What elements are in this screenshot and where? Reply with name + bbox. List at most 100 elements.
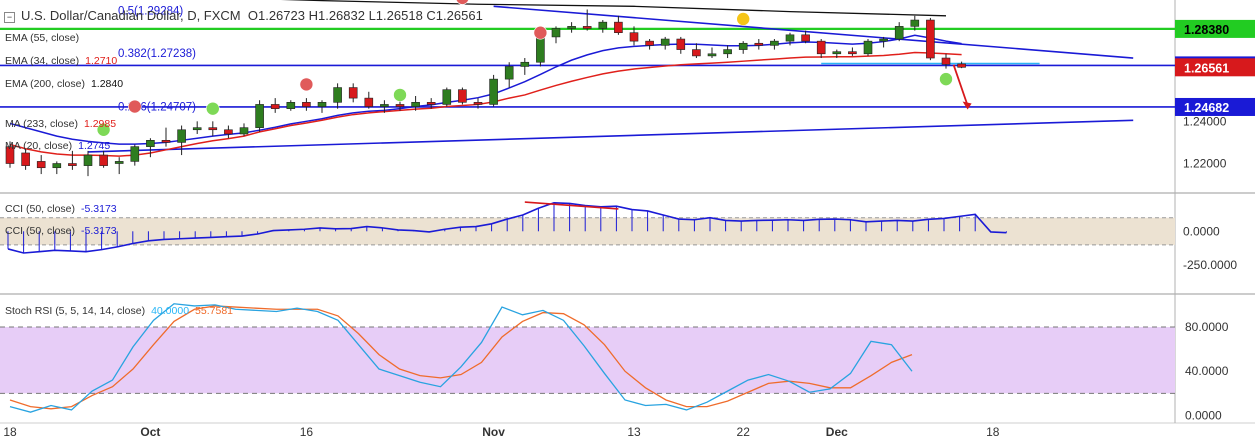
candle-body — [473, 102, 483, 105]
legend-value: -5.3173 — [81, 225, 117, 237]
candle-body — [848, 51, 857, 55]
stoch-rsi-panel: 80.0000 40.0000 0.0000 — [0, 303, 1229, 422]
legend-label: MA (233, close) — [5, 118, 78, 130]
chart-header: − U.S. Dollar/Canadian Dollar, D, FXCM O1… — [4, 8, 483, 23]
date-tick-label: 18 — [986, 425, 1000, 439]
legend-ma20[interactable]: MA (20, close) 1.2745 — [5, 140, 110, 152]
candle-body — [224, 129, 233, 135]
candle-body — [36, 161, 46, 169]
candle-body — [754, 42, 764, 46]
candle-body — [551, 28, 561, 38]
legend-value: 1.2710 — [85, 55, 118, 67]
legend-label: Stoch RSI (5, 5, 14, 14, close) — [5, 305, 146, 317]
candle-body — [99, 154, 108, 166]
candle-body — [614, 21, 623, 34]
candle-body — [146, 140, 155, 147]
collapse-icon[interactable]: − — [4, 12, 15, 23]
candle-body — [177, 129, 186, 143]
date-tick-label: Oct — [140, 425, 160, 439]
candle-body — [208, 127, 218, 131]
candle-body — [957, 63, 966, 68]
candle-body — [707, 53, 717, 57]
candle-body — [692, 49, 701, 57]
legend-label: MA (20, close) — [5, 140, 73, 152]
signal-dot — [96, 122, 111, 137]
price-badge-label: 1.24682 — [1184, 101, 1229, 115]
candle-body — [941, 57, 951, 65]
stoch-band — [0, 326, 1175, 394]
cci-band — [0, 217, 1175, 245]
candle-body — [364, 97, 374, 107]
price-badge — [1175, 58, 1255, 77]
stoch-tick-label: 0.0000 — [1185, 408, 1222, 422]
candle-body — [395, 104, 405, 107]
stoch-d-line — [9, 305, 913, 410]
legend-ema200[interactable]: EMA (200, close) 1.2840 — [5, 78, 123, 90]
candle-body — [894, 26, 904, 40]
ohlc-readout: O1.26723 H1.26832 L1.26518 C1.26561 — [247, 8, 483, 23]
candle-body — [645, 40, 654, 46]
candle-body — [801, 34, 810, 42]
legend-ma233[interactable]: MA (233, close) 1.2985 — [5, 118, 116, 130]
ema200-line — [280, 0, 947, 17]
signal-dot — [393, 88, 407, 102]
candle-body — [832, 51, 842, 55]
candle-body — [286, 102, 296, 109]
candle-body — [83, 154, 93, 166]
legend-label: EMA (55, close) — [5, 32, 80, 44]
date-tick-label: Dec — [826, 425, 848, 439]
candle-body — [442, 89, 452, 105]
candle-body — [785, 34, 795, 42]
candle-body — [910, 19, 920, 27]
candle-body — [21, 152, 30, 166]
candle-body — [723, 49, 732, 55]
signal-dot — [455, 0, 469, 5]
price-badge — [1175, 19, 1255, 38]
cci-line — [7, 201, 1007, 254]
cci-tick-label: 0.0000 — [1183, 224, 1220, 238]
candle-body — [863, 40, 873, 55]
price-badge-label: 1.28380 — [1184, 23, 1229, 37]
date-tick-label: 18 — [3, 425, 17, 439]
candle-body — [130, 146, 140, 162]
price-badge-label: 1.26561 — [1184, 61, 1229, 75]
legend-value-k: 40.0000 — [151, 305, 190, 317]
candle-body — [582, 26, 592, 29]
candle-body — [239, 127, 249, 135]
candle-body — [660, 38, 670, 46]
candle-body — [348, 87, 358, 99]
candle-body — [161, 140, 171, 143]
candle-body — [598, 21, 608, 29]
stoch-tick-label: 40.0000 — [1185, 364, 1229, 378]
legend-cci-2[interactable]: CCI (50, close) -5.3173 — [5, 225, 117, 237]
legend-cci[interactable]: CCI (50, close) -5.3173 — [5, 203, 117, 215]
candle-body — [676, 38, 686, 50]
candle-body — [926, 19, 935, 59]
candle-body — [255, 104, 264, 128]
downtrend-line — [493, 5, 1134, 59]
candle-body — [411, 102, 420, 107]
candle-body — [458, 89, 467, 103]
stoch-tick-label: 80.0000 — [1185, 320, 1229, 334]
legend-label: EMA (34, close) — [5, 55, 80, 67]
date-tick-label: 16 — [300, 425, 314, 439]
fib-label: 0.382(1.27238) — [118, 48, 196, 60]
signal-dots — [96, 0, 953, 137]
signal-dot — [128, 99, 142, 114]
symbol-title: U.S. Dollar/Canadian Dollar, D, FXCM — [21, 8, 241, 23]
candle-body — [567, 26, 576, 29]
legend-ema55[interactable]: EMA (55, close) — [5, 32, 79, 44]
candle-body — [738, 42, 748, 50]
uptrend-line — [87, 119, 1134, 153]
candle-body — [317, 102, 327, 107]
date-tick-label: Nov — [482, 425, 505, 439]
legend-stoch-rsi[interactable]: Stoch RSI (5, 5, 14, 14, close) 40.0000 55… — [5, 305, 233, 317]
candle-body — [879, 38, 888, 42]
legend-ema34[interactable]: EMA (34, close) 1.2710 — [5, 55, 117, 67]
axes: 1.22000 1.24000 18 Oct 16 Nov 13 22 Dec 18 — [3, 114, 1226, 439]
legend-value: 1.2840 — [90, 78, 124, 90]
legend-label: CCI (50, close) — [5, 203, 76, 215]
date-tick-label: 22 — [737, 425, 751, 439]
